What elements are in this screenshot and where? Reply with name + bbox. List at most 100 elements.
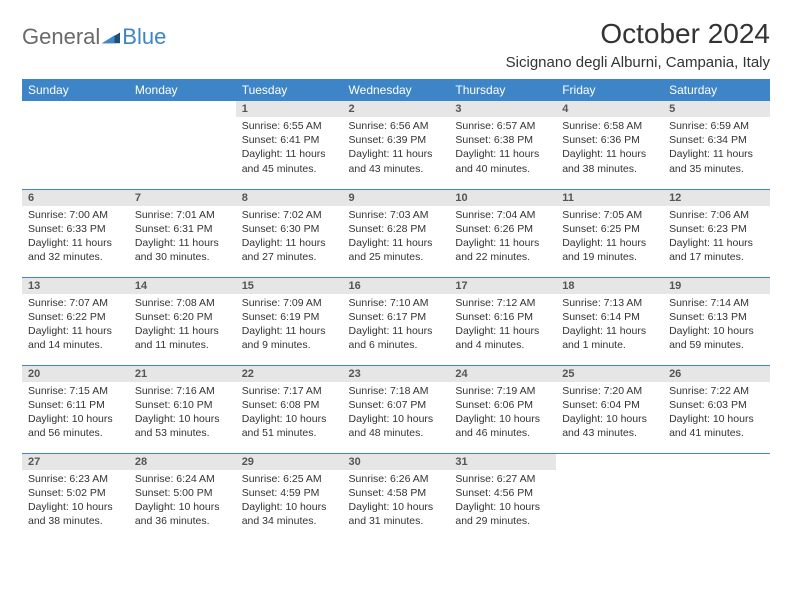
day-number: 2 xyxy=(343,101,450,117)
sunset-text: Sunset: 6:23 PM xyxy=(669,222,764,236)
sunrise-text: Sunrise: 7:00 AM xyxy=(28,208,123,222)
sunset-text: Sunset: 6:11 PM xyxy=(28,398,123,412)
weekday-header: Saturday xyxy=(663,79,770,101)
sunset-text: Sunset: 5:00 PM xyxy=(135,486,230,500)
weekday-header: Monday xyxy=(129,79,236,101)
day-number: 17 xyxy=(449,278,556,294)
day-number: 31 xyxy=(449,454,556,470)
day-content: Sunrise: 7:10 AMSunset: 6:17 PMDaylight:… xyxy=(343,294,450,357)
day-number: 24 xyxy=(449,366,556,382)
sunset-text: Sunset: 6:04 PM xyxy=(562,398,657,412)
daylight-text: Daylight: 11 hours and 9 minutes. xyxy=(242,324,337,352)
sunset-text: Sunset: 4:56 PM xyxy=(455,486,550,500)
day-number: 4 xyxy=(556,101,663,117)
day-number: 7 xyxy=(129,190,236,206)
day-number: 16 xyxy=(343,278,450,294)
sunrise-text: Sunrise: 7:19 AM xyxy=(455,384,550,398)
calendar-day-cell: 12Sunrise: 7:06 AMSunset: 6:23 PMDayligh… xyxy=(663,189,770,277)
sunset-text: Sunset: 5:02 PM xyxy=(28,486,123,500)
day-number: 6 xyxy=(22,190,129,206)
calendar-day-cell: 16Sunrise: 7:10 AMSunset: 6:17 PMDayligh… xyxy=(343,277,450,365)
day-content: Sunrise: 7:12 AMSunset: 6:16 PMDaylight:… xyxy=(449,294,556,357)
sunset-text: Sunset: 6:07 PM xyxy=(349,398,444,412)
day-content: Sunrise: 7:01 AMSunset: 6:31 PMDaylight:… xyxy=(129,206,236,269)
day-number: 10 xyxy=(449,190,556,206)
daylight-text: Daylight: 10 hours and 48 minutes. xyxy=(349,412,444,440)
day-content: Sunrise: 6:27 AMSunset: 4:56 PMDaylight:… xyxy=(449,470,556,533)
daylight-text: Daylight: 11 hours and 25 minutes. xyxy=(349,236,444,264)
sunset-text: Sunset: 6:08 PM xyxy=(242,398,337,412)
sunset-text: Sunset: 6:22 PM xyxy=(28,310,123,324)
sunset-text: Sunset: 6:10 PM xyxy=(135,398,230,412)
sunrise-text: Sunrise: 7:20 AM xyxy=(562,384,657,398)
sunrise-text: Sunrise: 7:03 AM xyxy=(349,208,444,222)
calendar-week-row: 6 Sunrise: 7:00 AMSunset: 6:33 PM Daylight… xyxy=(22,189,770,277)
day-number: 13 xyxy=(22,278,129,294)
sunset-text: Sunset: 6:30 PM xyxy=(242,222,337,236)
calendar-day-cell: 11Sunrise: 7:05 AMSunset: 6:25 PMDayligh… xyxy=(556,189,663,277)
daylight-text: Daylight: 11 hours and 19 minutes. xyxy=(562,236,657,264)
day-content: Sunrise: 7:18 AMSunset: 6:07 PMDaylight:… xyxy=(343,382,450,445)
calendar-week-row: 27 Sunrise: 6:23 AMSunset: 5:02 PM Dayligh… xyxy=(22,453,770,541)
day-content: Sunrise: 7:09 AMSunset: 6:19 PMDaylight:… xyxy=(236,294,343,357)
calendar-day-cell: 4Sunrise: 6:58 AMSunset: 6:36 PMDaylight… xyxy=(556,101,663,189)
calendar-day-cell: 9Sunrise: 7:03 AMSunset: 6:28 PMDaylight… xyxy=(343,189,450,277)
weekday-header: Sunday xyxy=(22,79,129,101)
sunset-text: Sunset: 6:34 PM xyxy=(669,133,764,147)
sunrise-text: Sunrise: 7:16 AM xyxy=(135,384,230,398)
sunset-text: Sunset: 6:16 PM xyxy=(455,310,550,324)
daylight-text: Daylight: 10 hours and 46 minutes. xyxy=(455,412,550,440)
calendar-day-cell: 27Sunrise: 6:23 AMSunset: 5:02 PMDayligh… xyxy=(22,453,129,541)
day-content: Sunrise: 6:55 AMSunset: 6:41 PMDaylight:… xyxy=(236,117,343,180)
day-number: 23 xyxy=(343,366,450,382)
calendar-day-cell: 19Sunrise: 7:14 AMSunset: 6:13 PMDayligh… xyxy=(663,277,770,365)
calendar-day-cell: . xyxy=(663,453,770,541)
day-content: Sunrise: 7:07 AMSunset: 6:22 PMDaylight:… xyxy=(22,294,129,357)
sunrise-text: Sunrise: 6:23 AM xyxy=(28,472,123,486)
calendar-day-cell: . xyxy=(129,101,236,189)
calendar-week-row: ..1Sunrise: 6:55 AMSunset: 6:41 PMDaylig… xyxy=(22,101,770,189)
daylight-text: Daylight: 11 hours and 35 minutes. xyxy=(669,147,764,175)
calendar-day-cell: 7Sunrise: 7:01 AMSunset: 6:31 PMDaylight… xyxy=(129,189,236,277)
sunrise-text: Sunrise: 6:56 AM xyxy=(349,119,444,133)
day-number: 19 xyxy=(663,278,770,294)
sunset-text: Sunset: 6:33 PM xyxy=(28,222,123,236)
daylight-text: Daylight: 11 hours and 14 minutes. xyxy=(28,324,123,352)
day-number: 14 xyxy=(129,278,236,294)
day-number: 26 xyxy=(663,366,770,382)
sunrise-text: Sunrise: 7:18 AM xyxy=(349,384,444,398)
sunrise-text: Sunrise: 7:06 AM xyxy=(669,208,764,222)
day-number: 27 xyxy=(22,454,129,470)
calendar-day-cell: 21Sunrise: 7:16 AMSunset: 6:10 PMDayligh… xyxy=(129,365,236,453)
calendar-day-cell: 2Sunrise: 6:56 AMSunset: 6:39 PMDaylight… xyxy=(343,101,450,189)
month-title: October 2024 xyxy=(506,18,770,50)
day-content: Sunrise: 7:13 AMSunset: 6:14 PMDaylight:… xyxy=(556,294,663,357)
day-number: 30 xyxy=(343,454,450,470)
sunset-text: Sunset: 6:06 PM xyxy=(455,398,550,412)
calendar-day-cell: 23Sunrise: 7:18 AMSunset: 6:07 PMDayligh… xyxy=(343,365,450,453)
weekday-header: Thursday xyxy=(449,79,556,101)
daylight-text: Daylight: 11 hours and 43 minutes. xyxy=(349,147,444,175)
sunset-text: Sunset: 4:58 PM xyxy=(349,486,444,500)
daylight-text: Daylight: 11 hours and 4 minutes. xyxy=(455,324,550,352)
weekday-header: Wednesday xyxy=(343,79,450,101)
calendar-day-cell: 31Sunrise: 6:27 AMSunset: 4:56 PMDayligh… xyxy=(449,453,556,541)
calendar-day-cell: 28 Sunrise: 6:24 AMSunset: 5:00 PMDayligh… xyxy=(129,453,236,541)
daylight-text: Daylight: 11 hours and 1 minute. xyxy=(562,324,657,352)
calendar-week-row: 20Sunrise: 7:15 AMSunset: 6:11 PMDayligh… xyxy=(22,365,770,453)
daylight-text: Daylight: 10 hours and 36 minutes. xyxy=(135,500,230,528)
day-content: Sunrise: 7:06 AMSunset: 6:23 PMDaylight:… xyxy=(663,206,770,269)
calendar-day-cell: 24 Sunrise: 7:19 AMSunset: 6:06 PMDayligh… xyxy=(449,365,556,453)
sunrise-text: Sunrise: 7:17 AM xyxy=(242,384,337,398)
calendar-day-cell: 13Sunrise: 7:07 AMSunset: 6:22 PMDayligh… xyxy=(22,277,129,365)
calendar-day-cell: 8Sunrise: 7:02 AMSunset: 6:30 PMDaylight… xyxy=(236,189,343,277)
sunrise-text: Sunrise: 7:22 AM xyxy=(669,384,764,398)
sunset-text: Sunset: 6:41 PM xyxy=(242,133,337,147)
sunrise-text: Sunrise: 6:24 AM xyxy=(135,472,230,486)
day-number: 22 xyxy=(236,366,343,382)
day-content: Sunrise: 7:14 AMSunset: 6:13 PMDaylight:… xyxy=(663,294,770,357)
title-block: October 2024 Sicignano degli Alburni, Ca… xyxy=(506,18,770,71)
logo-triangle-icon xyxy=(102,30,120,44)
day-number: 28 xyxy=(129,454,236,470)
day-number: 20 xyxy=(22,366,129,382)
